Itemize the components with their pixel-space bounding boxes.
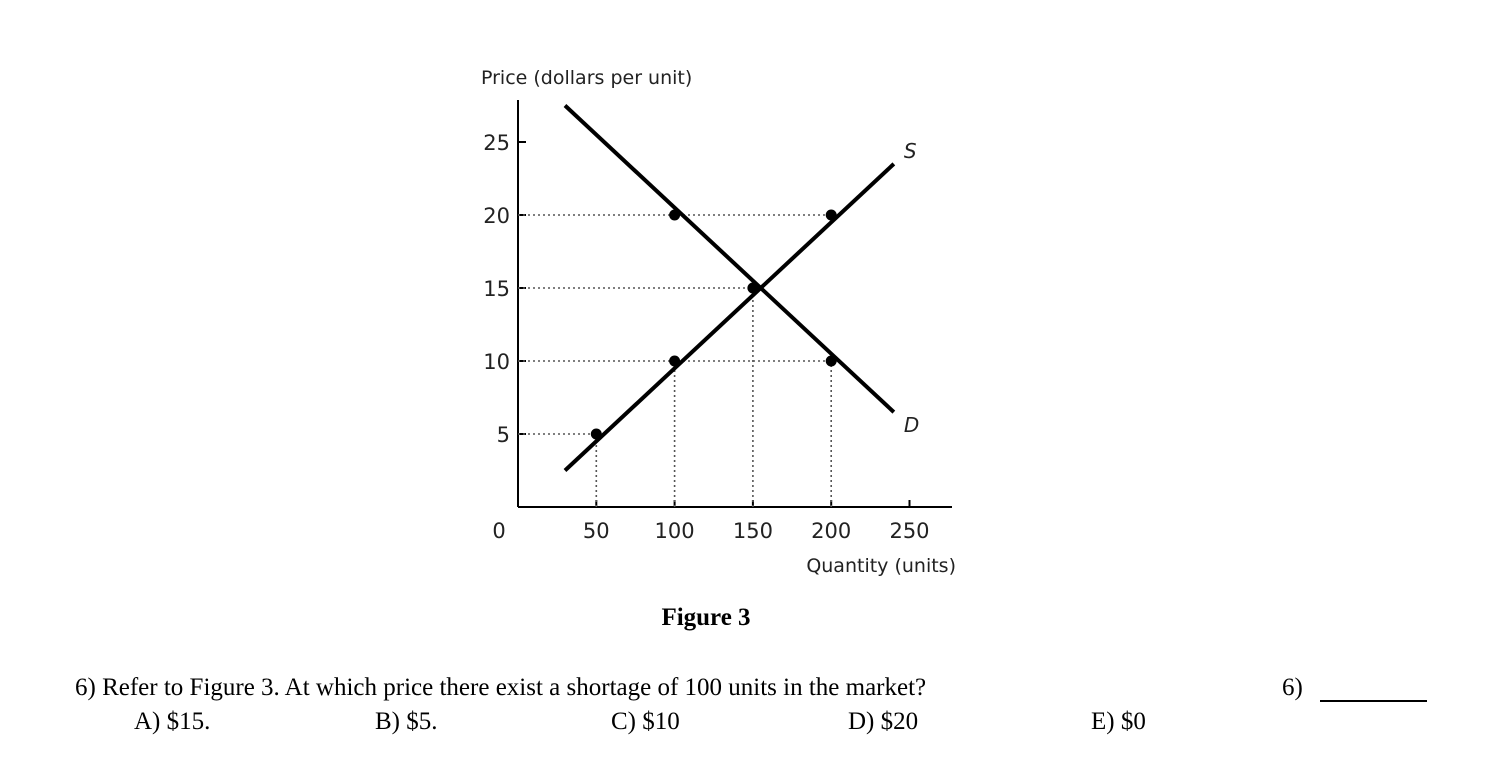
x-tick-label: 50 [583,519,610,543]
figure-3-chart: Price (dollars per unit) Quantity (units… [481,67,956,577]
choice-c[interactable]: C) $10 [611,708,680,735]
figure-caption: Figure 3 [661,604,751,631]
choice-a[interactable]: A) $15. [134,708,211,735]
data-point [590,428,602,440]
y-tick-label: 25 [483,131,510,155]
x-tick-label: 250 [889,519,929,543]
x-tick-label: 150 [733,519,773,543]
x-tick-label: 0 [492,519,505,543]
data-point [747,282,759,294]
curve-label-s: S [904,139,917,163]
x-axis-label: Quantity (units) [806,555,956,577]
curve-d [563,104,896,414]
answer-blank[interactable] [1320,700,1427,702]
y-axis-label: Price (dollars per unit) [481,67,692,89]
answer-number: 6) [1282,674,1303,701]
question-text: 6) Refer to Figure 3. At which price the… [75,674,927,701]
y-tick-label: 20 [483,204,510,228]
curve-label-d: D [904,413,919,437]
data-point [825,209,837,221]
y-tick-label: 5 [497,423,510,447]
data-point [669,209,681,221]
choice-d[interactable]: D) $20 [848,708,919,735]
data-point [669,355,681,367]
y-tick-label: 10 [483,350,510,374]
choice-e[interactable]: E) $0 [1091,708,1146,735]
curve-s [563,162,896,472]
data-point [825,355,837,367]
choice-b[interactable]: B) $5. [375,708,438,735]
x-tick-label: 200 [811,519,851,543]
y-tick-label: 15 [483,277,510,301]
x-tick-label: 100 [655,519,695,543]
